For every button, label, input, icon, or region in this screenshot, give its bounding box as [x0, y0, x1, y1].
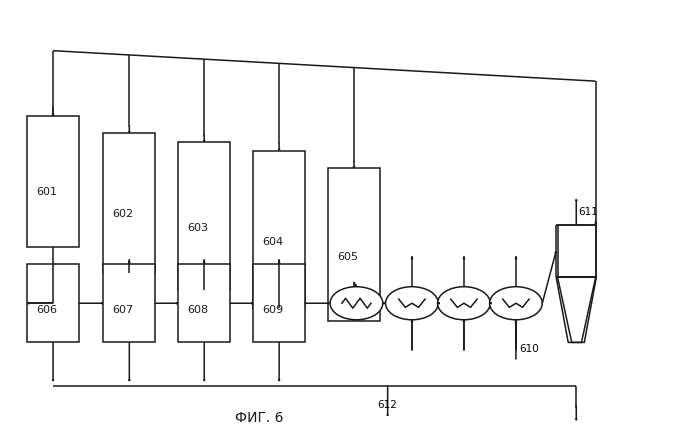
Bar	[253, 151, 305, 307]
Text: 607: 607	[113, 304, 134, 314]
Circle shape	[330, 287, 383, 320]
Text: 602: 602	[113, 209, 134, 219]
Text: 610: 610	[519, 344, 539, 354]
Circle shape	[438, 287, 490, 320]
Text: 611: 611	[578, 207, 598, 217]
Bar	[328, 168, 380, 321]
Text: ФИГ. 6: ФИГ. 6	[235, 411, 284, 425]
Bar	[178, 264, 230, 342]
Bar	[178, 142, 230, 290]
Text: 606: 606	[36, 304, 57, 314]
Text: 609: 609	[262, 304, 283, 314]
Text: 604: 604	[262, 237, 283, 247]
Text: 612: 612	[377, 400, 398, 410]
Text: 605: 605	[337, 252, 359, 262]
Circle shape	[489, 287, 542, 320]
Text: 603: 603	[187, 223, 208, 233]
Bar	[27, 116, 79, 247]
Text: 601: 601	[36, 187, 57, 197]
Bar	[103, 264, 155, 342]
Bar	[253, 264, 305, 342]
Circle shape	[386, 287, 438, 320]
Text: 608: 608	[187, 304, 208, 314]
Bar	[27, 264, 79, 342]
Bar	[103, 134, 155, 273]
